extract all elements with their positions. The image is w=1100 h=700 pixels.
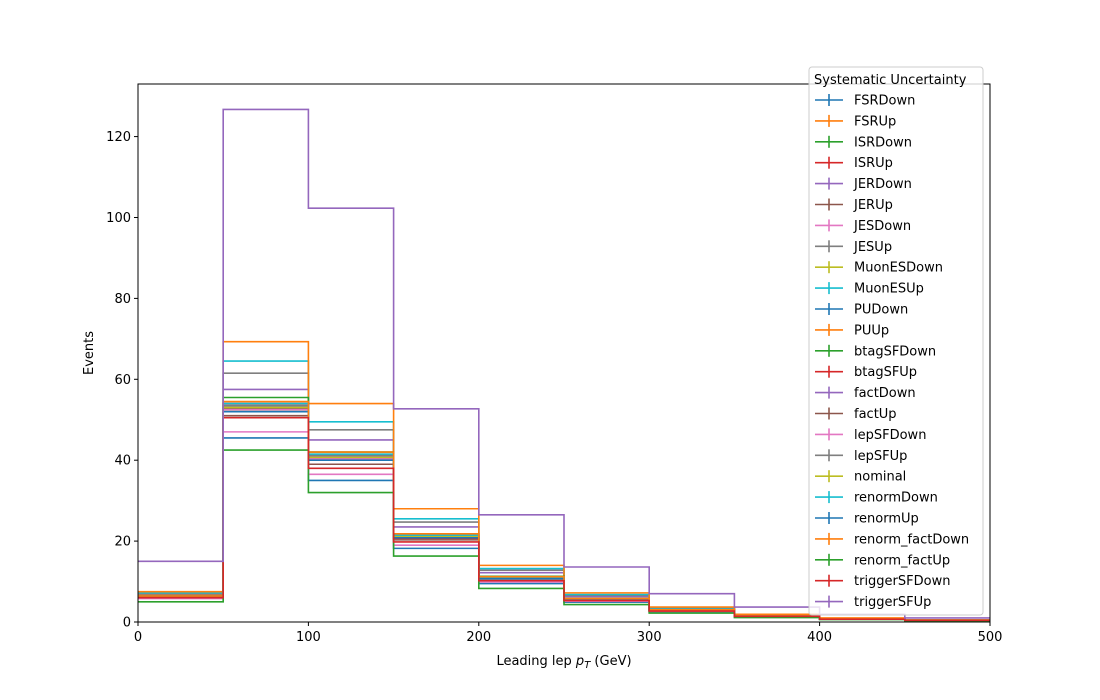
x-axis-label: Leading lep pT (GeV) [496, 654, 631, 671]
y-tick-label: 100 [106, 211, 131, 226]
x-tick-label: 0 [134, 630, 142, 645]
x-tick-label: 200 [466, 630, 491, 645]
legend-box [808, 66, 984, 616]
x-tick-label: 300 [637, 630, 662, 645]
y-tick-label: 0 [123, 616, 131, 631]
y-axis: 0 20 40 60 80 100 120 [106, 130, 138, 631]
legend-label: nominal [854, 470, 906, 485]
legend-label: ISRUp [854, 156, 893, 171]
legend-label: btagSFDown [854, 344, 936, 359]
x-tick-label: 500 [978, 630, 1003, 645]
legend-label: ISRDown [854, 135, 912, 150]
legend-item-renormDown: renormDown [815, 491, 938, 506]
legend-item-PUUp: PUUp [815, 323, 889, 338]
x-tick-label: 100 [296, 630, 321, 645]
legend-label: renorm_factUp [854, 553, 950, 568]
legend-item-renormUp: renormUp [815, 512, 919, 527]
legend-label: FSRDown [854, 94, 915, 109]
legend-item-FSRDown: FSRDown [815, 94, 915, 109]
axes-frame [137, 83, 991, 623]
legend-label: JERDown [853, 177, 912, 192]
series-group [138, 108, 990, 622]
legend-label: PUDown [854, 303, 908, 318]
legend-label: JESDown [853, 219, 911, 234]
y-axis-label: Events [82, 331, 97, 375]
legend-label: JESUp [853, 240, 892, 255]
y-tick-label: 80 [114, 292, 131, 307]
y-tick-label: 60 [114, 373, 131, 388]
legend-label: factUp [854, 407, 897, 422]
legend-item-JERUp: JERUp [815, 198, 893, 213]
legend-label: renormUp [854, 512, 919, 527]
legend-item-nominal: nominal [815, 470, 906, 485]
legend-title: Systematic Uncertainty [814, 73, 967, 88]
legend-item-JERDown: JERDown [815, 177, 912, 192]
legend-item-triggerSFDown: triggerSFDown [815, 574, 950, 589]
legend-entries: FSRDown FSRUp ISRDown ISRUp JERDown JERUp JESD… [815, 94, 969, 610]
legend-label: PUUp [854, 323, 889, 338]
legend-item-factUp: factUp [815, 407, 897, 422]
legend-label: lepSFDown [854, 428, 926, 443]
legend-item-MuonESDown: MuonESDown [815, 261, 943, 276]
y-tick-label: 40 [114, 454, 131, 469]
legend-label: renorm_factDown [854, 532, 969, 547]
series-line-triggerSFDown [138, 416, 990, 622]
legend-label: triggerSFDown [854, 574, 950, 589]
legend-item-JESDown: JESDown [815, 219, 911, 234]
legend-label: FSRUp [854, 114, 896, 129]
legend-label: lepSFUp [854, 449, 907, 464]
x-tick-label: 400 [807, 630, 832, 645]
legend-label: renormDown [854, 491, 938, 506]
legend-label: MuonESDown [854, 261, 943, 276]
legend-item-renorm_factDown: renorm_factDown [815, 532, 969, 547]
legend-label: JERUp [853, 198, 893, 213]
legend-item-JESUp: JESUp [815, 240, 892, 255]
legend-item-triggerSFUp: triggerSFUp [815, 595, 931, 610]
legend-item-PUDown: PUDown [815, 303, 908, 318]
legend-item-btagSFUp: btagSFUp [815, 365, 917, 380]
legend: Systematic Uncertainty FSRDown FSRUp ISRDo… [808, 66, 984, 616]
legend-item-renorm_factUp: renorm_factUp [815, 553, 950, 568]
legend-item-btagSFDown: btagSFDown [815, 344, 936, 359]
legend-label: btagSFUp [854, 365, 917, 380]
x-axis: 0 100 200 300 400 500 [134, 622, 1003, 645]
y-tick-label: 20 [114, 535, 131, 550]
legend-item-factDown: factDown [815, 386, 916, 401]
legend-label: MuonESUp [854, 282, 924, 297]
legend-label: factDown [854, 386, 916, 401]
legend-item-ISRDown: ISRDown [815, 135, 912, 150]
legend-item-lepSFUp: lepSFUp [815, 449, 907, 464]
legend-item-FSRUp: FSRUp [815, 114, 896, 129]
legend-label: triggerSFUp [854, 595, 931, 610]
legend-item-MuonESUp: MuonESUp [815, 282, 924, 297]
y-tick-label: 120 [106, 130, 131, 145]
legend-item-ISRUp: ISRUp [815, 156, 893, 171]
legend-item-lepSFDown: lepSFDown [815, 428, 926, 443]
